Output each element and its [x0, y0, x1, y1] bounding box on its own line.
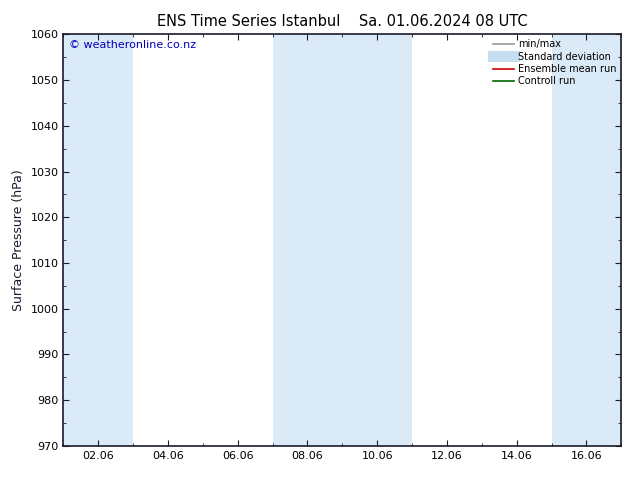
Y-axis label: Surface Pressure (hPa): Surface Pressure (hPa)	[12, 169, 25, 311]
Legend: min/max, Standard deviation, Ensemble mean run, Controll run: min/max, Standard deviation, Ensemble me…	[491, 37, 618, 88]
Bar	[273, 34, 342, 446]
Text: © weatheronline.co.nz: © weatheronline.co.nz	[69, 41, 196, 50]
Bar	[63, 34, 133, 446]
Bar	[342, 34, 412, 446]
Title: ENS Time Series Istanbul    Sa. 01.06.2024 08 UTC: ENS Time Series Istanbul Sa. 01.06.2024 …	[157, 14, 527, 29]
Bar	[552, 34, 621, 446]
